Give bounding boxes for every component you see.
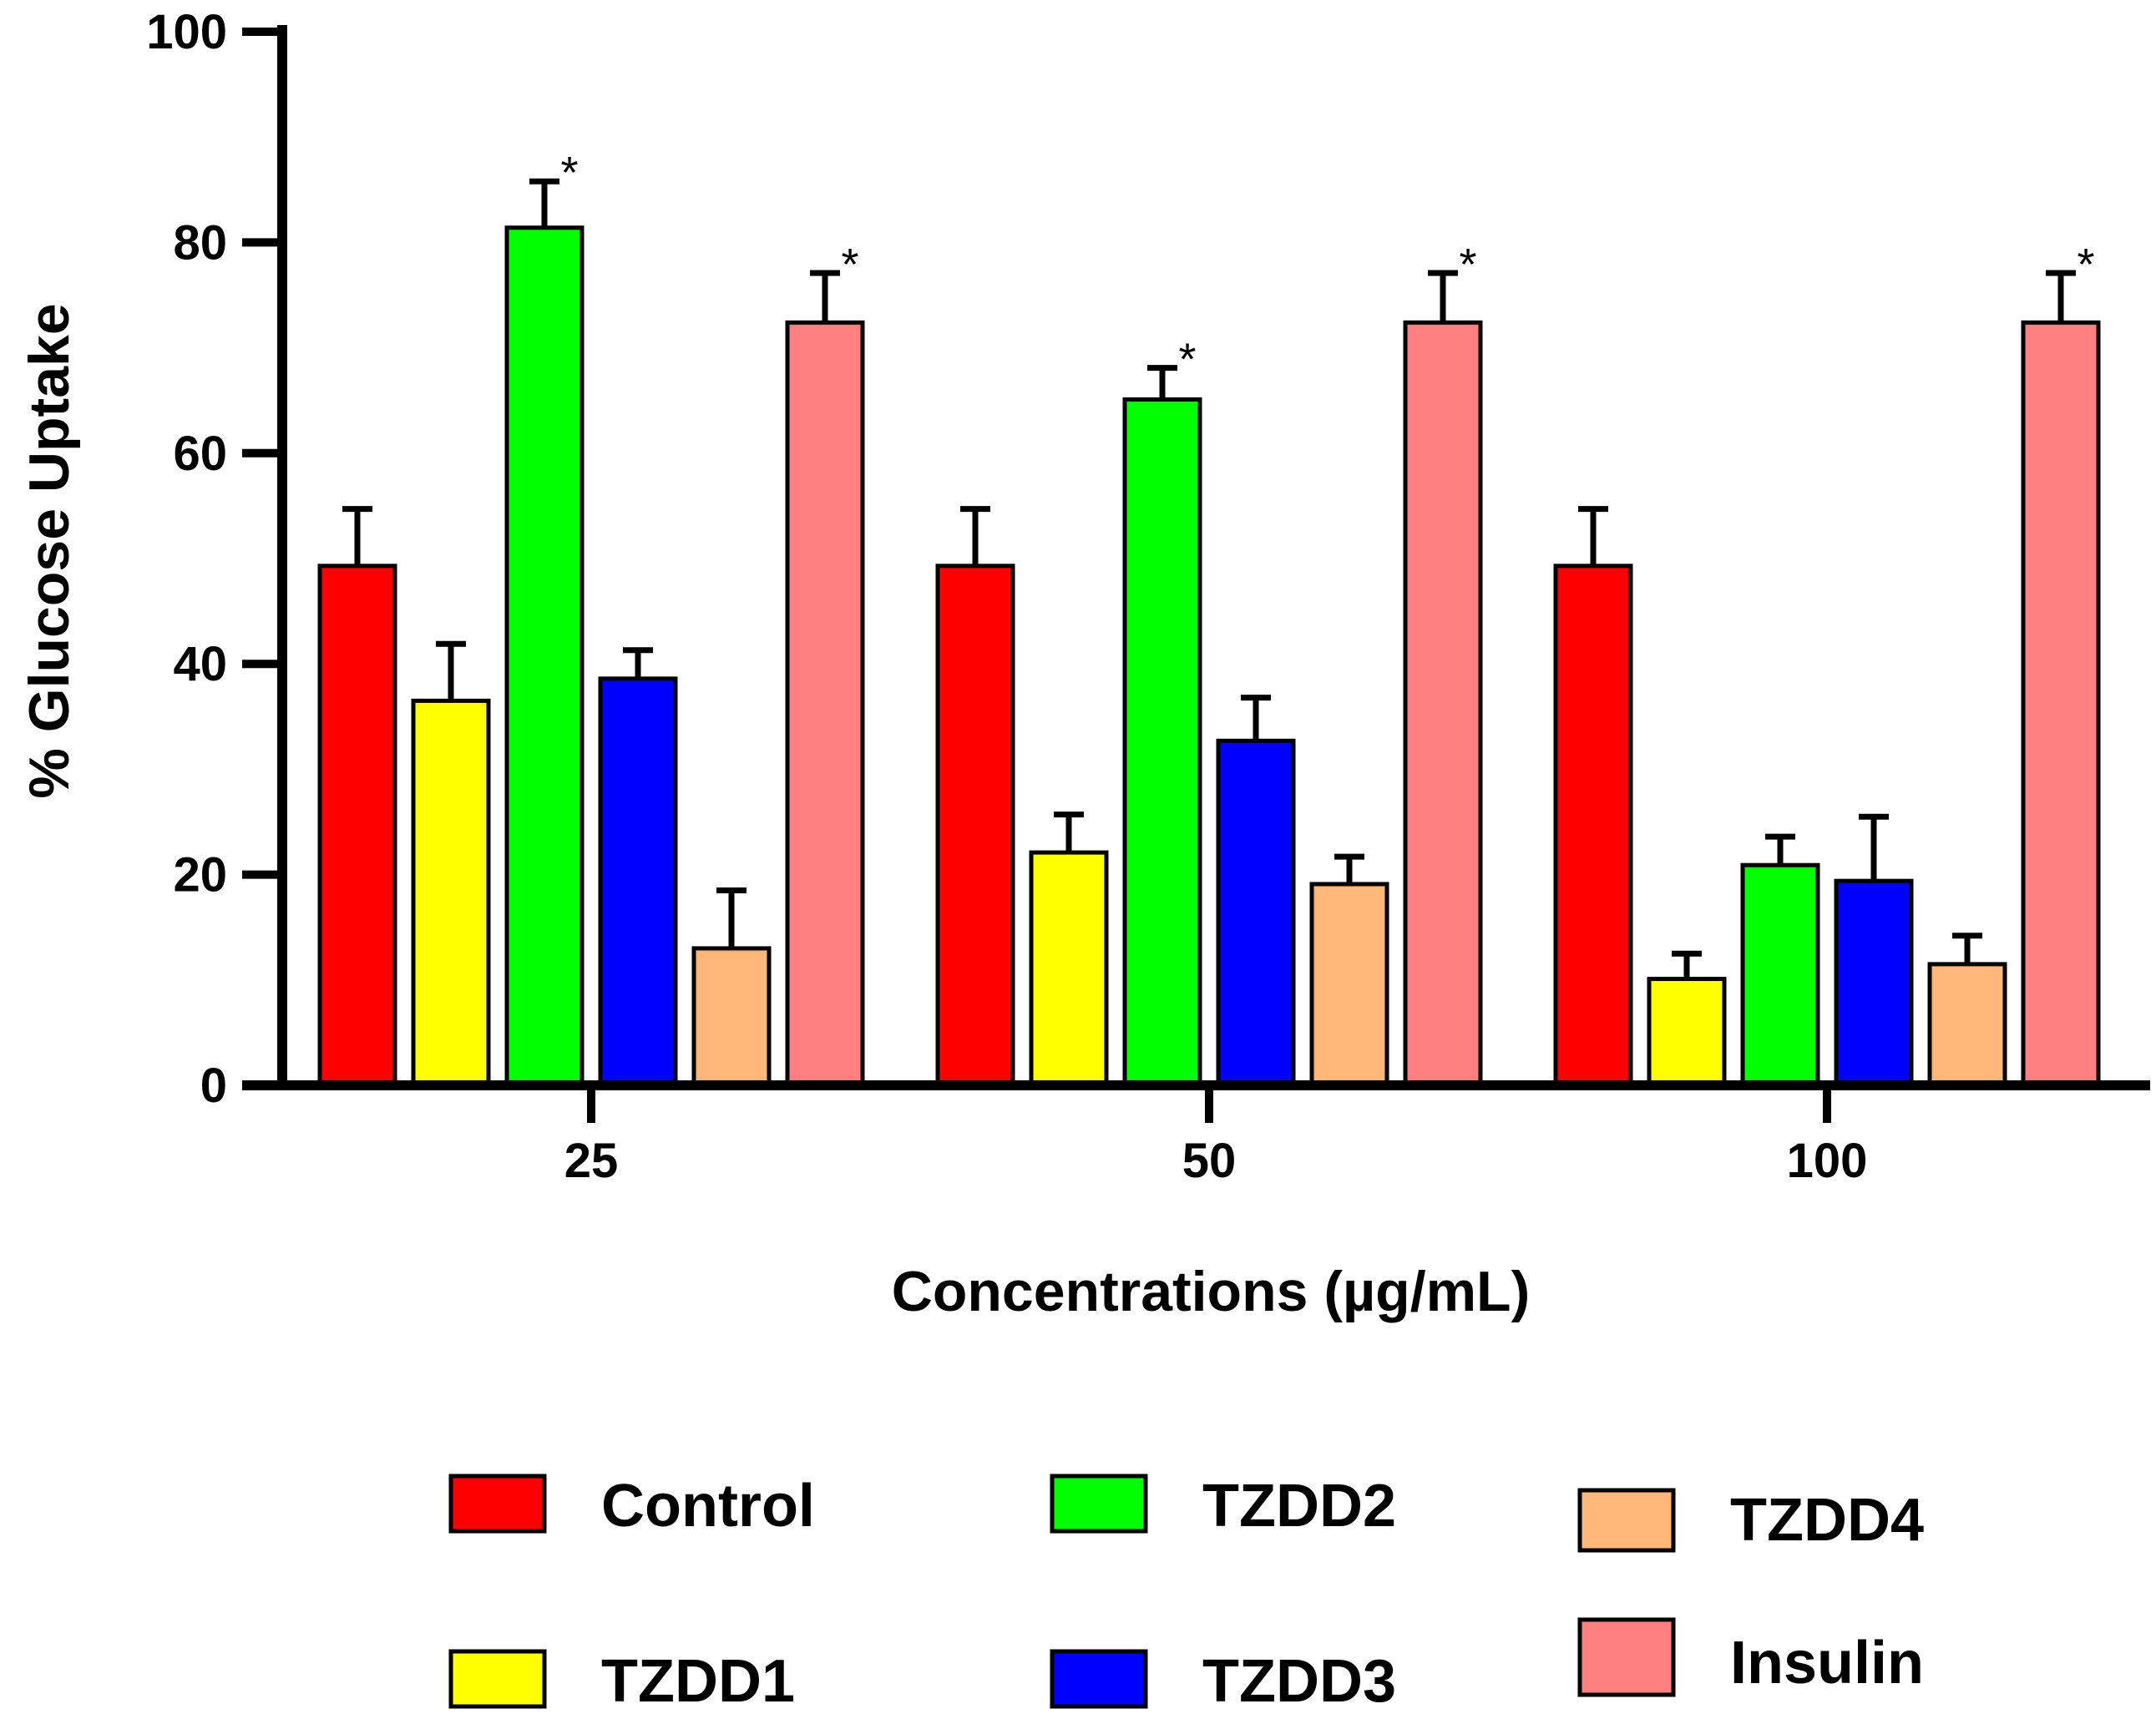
bar-tzdd4-25 xyxy=(691,946,772,1088)
bar-tzdd2-50 xyxy=(1122,397,1202,1088)
bar-control-25 xyxy=(317,564,397,1088)
significance-marker: * xyxy=(2077,240,2094,290)
legend-swatch xyxy=(1050,1474,1148,1534)
legend-swatch xyxy=(1577,1617,1676,1697)
legend-label: Insulin xyxy=(1730,1630,1924,1696)
legend-item-tzdd1: TZDD1 xyxy=(448,1648,795,1715)
y-tick-label: 60 xyxy=(173,427,227,481)
y-tick-label: 80 xyxy=(173,215,227,270)
significance-marker: * xyxy=(1178,335,1196,385)
legend-label: TZDD2 xyxy=(1202,1473,1396,1540)
x-tick-label: 25 xyxy=(564,1134,619,1188)
legend-label: TZDD4 xyxy=(1730,1487,1924,1554)
y-axis-title: % Glucose Uptake xyxy=(18,303,81,798)
legend-label: Control xyxy=(601,1473,815,1540)
bar-tzdd3-100 xyxy=(1834,878,1914,1088)
x-axis-title: Concentrations (µg/mL) xyxy=(892,1260,1531,1323)
legend-item-insulin: Insulin xyxy=(1577,1617,1924,1697)
bar-insulin-25 xyxy=(785,320,865,1088)
significance-marker: * xyxy=(560,148,578,198)
bar-tzdd1-25 xyxy=(411,698,491,1088)
bar-tzdd1-100 xyxy=(1647,977,1727,1088)
y-tick-label: 40 xyxy=(173,637,227,691)
legend-label: TZDD3 xyxy=(1202,1648,1396,1715)
legend-swatch xyxy=(448,1474,547,1534)
bar-tzdd1-50 xyxy=(1029,850,1109,1088)
bar-tzdd2-25 xyxy=(504,225,585,1088)
legend-swatch xyxy=(1050,1649,1148,1709)
legend-label: TZDD1 xyxy=(601,1648,795,1715)
axes-layer xyxy=(242,25,2150,1123)
legend-item-control: Control xyxy=(448,1473,815,1540)
legend-swatch xyxy=(448,1649,547,1709)
bar-insulin-100 xyxy=(2021,320,2101,1088)
bar-control-50 xyxy=(935,564,1015,1088)
legend-item-tzdd2: TZDD2 xyxy=(1050,1473,1396,1540)
bar-tzdd3-25 xyxy=(598,676,678,1088)
significance-marker: * xyxy=(841,240,858,290)
bar-tzdd4-100 xyxy=(1927,962,2007,1088)
bar-tzdd3-50 xyxy=(1216,738,1296,1088)
legend-item-tzdd3: TZDD3 xyxy=(1050,1648,1396,1715)
bars-layer xyxy=(317,178,2101,1088)
bar-control-100 xyxy=(1553,564,1633,1088)
y-tick-label: 0 xyxy=(200,1059,227,1113)
legend: Control TZDD1 TZDD2 TZDD3 TZDD4 Insulin xyxy=(448,1473,1924,1715)
y-tick-label: 20 xyxy=(173,848,227,902)
significance-marker: * xyxy=(1459,240,1476,290)
bar-insulin-50 xyxy=(1403,320,1483,1088)
legend-item-tzdd4: TZDD4 xyxy=(1577,1487,1924,1554)
x-tick-label: 50 xyxy=(1182,1134,1237,1188)
legend-swatch xyxy=(1577,1488,1676,1553)
labels-layer: % Glucose Uptake Concentrations (µg/mL) … xyxy=(18,5,2095,1323)
y-tick-label: 100 xyxy=(146,5,227,59)
x-tick-label: 100 xyxy=(1787,1134,1868,1188)
bar-tzdd2-100 xyxy=(1740,862,1820,1088)
bar-tzdd4-50 xyxy=(1309,882,1389,1088)
